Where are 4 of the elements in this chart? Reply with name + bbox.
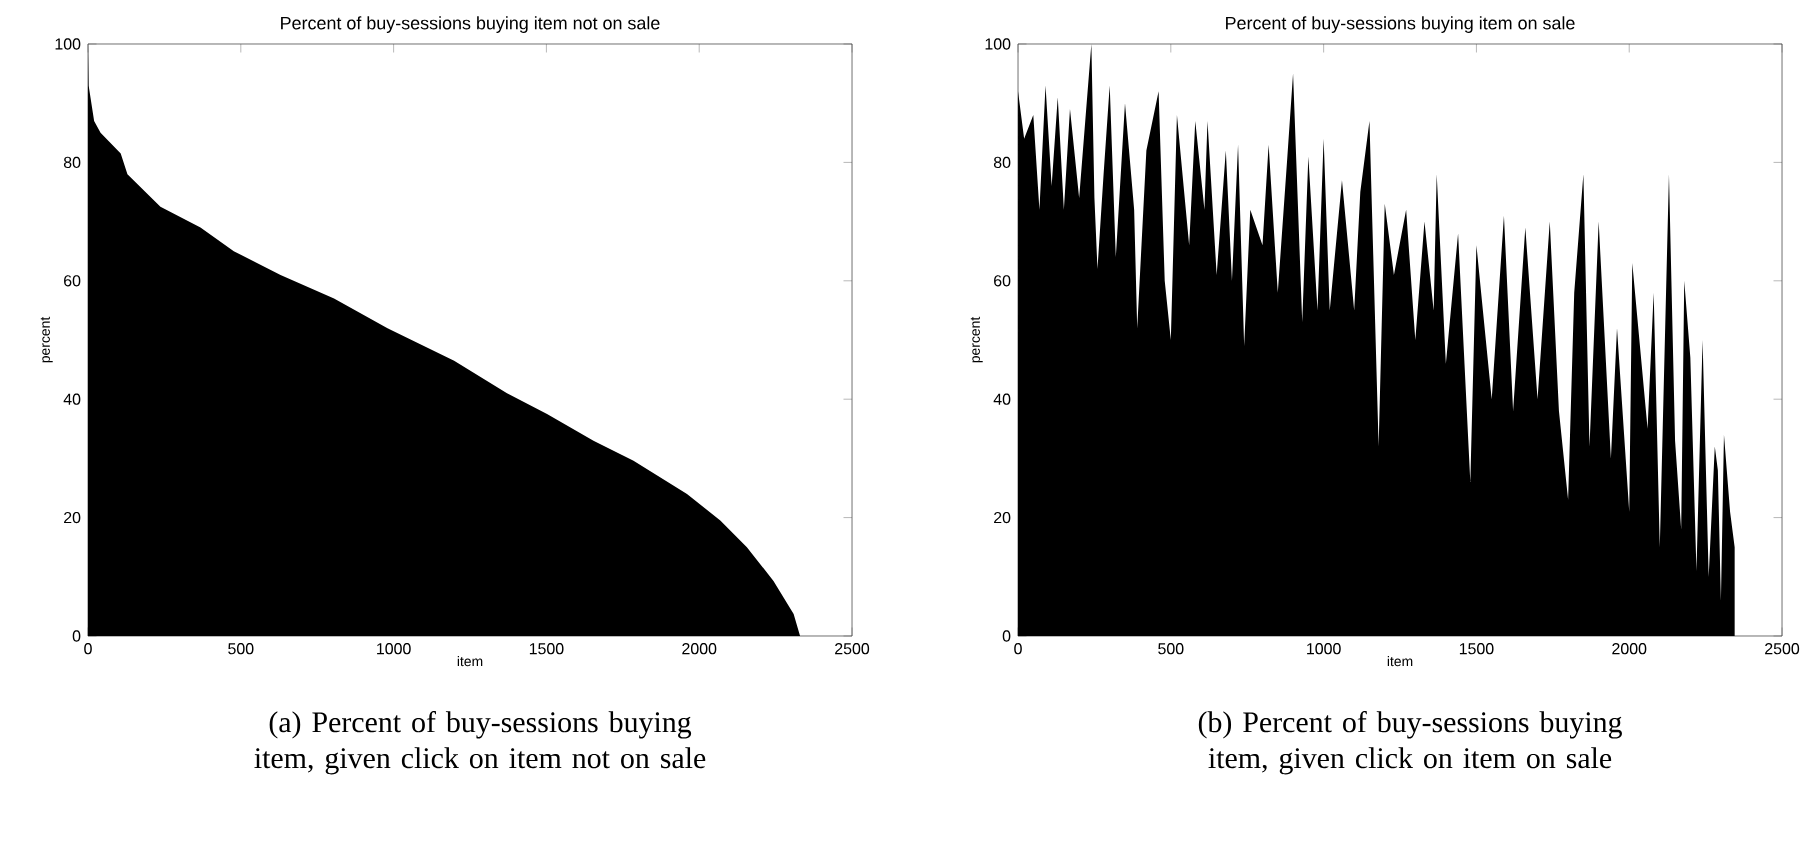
chart-title: Percent of buy-sessions buying item on sale: [1226, 16, 1575, 33]
chart-title: Percent of buy-sessions buying item not on sale: [281, 16, 660, 33]
text: (a) Percent of buy-sessions buying item, given click on item not on sale: [254, 711, 706, 775]
text: (b) Percent of buy-sessions buying item, given click on item on sale: [1198, 711, 1622, 775]
